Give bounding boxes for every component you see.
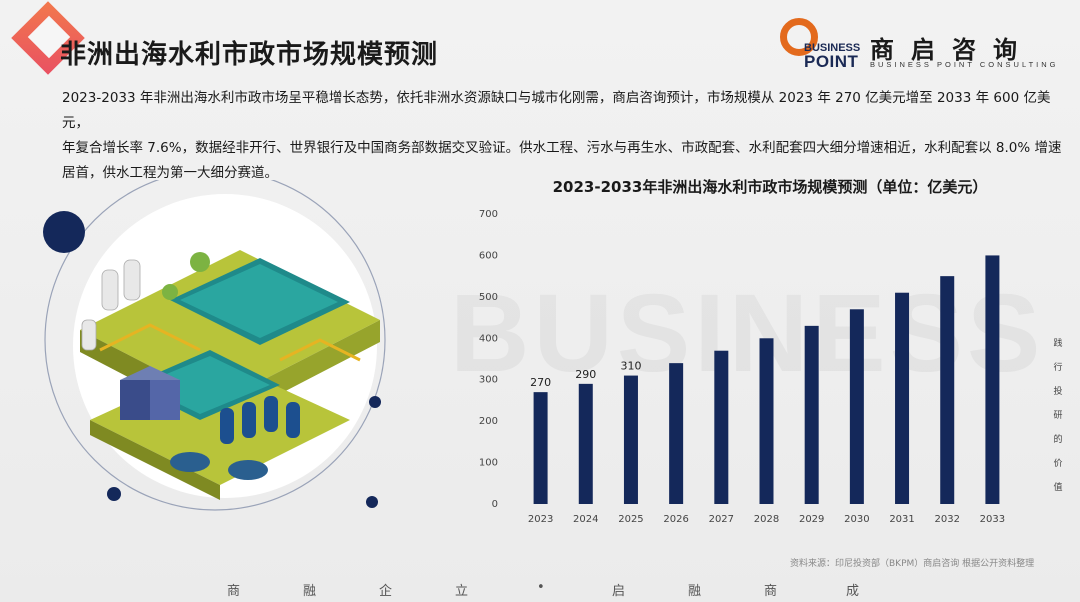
logo-point-text: POINT: [804, 52, 859, 71]
x-tick-label: 2025: [618, 514, 643, 525]
bar-2024: [578, 383, 593, 504]
footer-char: 商: [227, 584, 241, 599]
blue-tanks: [220, 396, 300, 444]
bar-2026: [669, 363, 684, 504]
bar-2025: [623, 375, 638, 504]
bar-value-label: 310: [620, 360, 641, 373]
pool-main-water: [180, 264, 338, 338]
intro-line-2: 年复合增长率 7.6%，数据经非开行、世界银行及中国商务部数据交叉验证。供水工程…: [62, 140, 1062, 156]
footer-char: 商: [764, 584, 778, 599]
outer-orbit-ring: [44, 180, 386, 511]
logo-english-name: BUSINESS POINT CONSULTING: [870, 60, 1059, 69]
footer-char: 成: [846, 584, 860, 599]
y-tick-label: 700: [479, 209, 498, 220]
bar-value-label: 290: [575, 368, 596, 381]
footer-char: 立: [455, 584, 469, 599]
y-tick-label: 600: [479, 250, 498, 261]
building-left: [120, 380, 150, 420]
side-char: 研: [1053, 411, 1063, 421]
data-source-note: 资料来源：印尼投资部（BKPM）商启咨询 根据公开资料整理: [790, 559, 1035, 569]
logo-chinese-name: 商启咨询: [870, 36, 1034, 64]
intro-line-3: 居首，供水工程为第一大细分赛道。: [62, 165, 278, 181]
yellow-pipes: [99, 323, 361, 362]
x-tick-label: 2029: [799, 514, 824, 525]
bar-2032: [940, 276, 955, 504]
side-char: 的: [1053, 435, 1063, 445]
y-tick-label: 500: [479, 292, 498, 303]
y-axis: 0 100 200 300 400 500 600 700: [479, 209, 498, 510]
bar-2031: [895, 292, 910, 504]
orbit-dot-small-left: [107, 487, 121, 501]
side-char: 投: [1053, 387, 1063, 397]
footer-slogan: 商 融 企 立 • 启 融 商 成: [0, 578, 1080, 602]
logo-business-text: BUSINESS: [804, 42, 861, 54]
footer-char: •: [537, 580, 545, 595]
x-tick-label: 2024: [573, 514, 598, 525]
bar-2027: [714, 350, 729, 504]
y-tick-label: 100: [479, 458, 498, 469]
bar-2029: [804, 325, 819, 504]
logo-ring-icon: [780, 18, 818, 56]
lower-platform-side: [90, 420, 220, 500]
x-tick-label: 2028: [754, 514, 779, 525]
bars-group: 270 290 310: [530, 255, 1000, 504]
building-right: [150, 380, 180, 420]
bar-2030: [849, 309, 864, 504]
page-title: 非洲出海水利市政市场规模预测: [60, 40, 439, 70]
bar-2033: [985, 255, 1000, 504]
intro-paragraph: 2023-2033 年非洲出海水利市政市场呈平稳增长态势，依托非洲水资源缺口与城…: [62, 86, 1062, 186]
x-tick-label: 2033: [980, 514, 1005, 525]
y-tick-label: 400: [479, 333, 498, 344]
side-char: 价: [1053, 459, 1063, 469]
footer-char: 融: [303, 584, 317, 599]
x-tick-label: 2026: [663, 514, 688, 525]
white-silos: [81, 259, 141, 351]
trees: [162, 252, 210, 300]
x-tick-label: 2032: [935, 514, 960, 525]
orbit-dot-large: [43, 211, 85, 253]
company-logo: BUSINESS POINT 商启咨询 BUSINESS POINT CONSU…: [780, 14, 1070, 71]
orbit-dot-small-mid: [369, 396, 381, 408]
water-facility-illustration: [43, 180, 386, 511]
footer-char: 融: [688, 584, 702, 599]
bar-value-label: 270: [530, 376, 551, 389]
x-tick-label: 2027: [709, 514, 734, 525]
side-vertical-label: 践 行 投 研 的 价 值: [1051, 332, 1065, 500]
intro-line-1: 2023-2033 年非洲出海水利市政市场呈平稳增长态势，依托非洲水资源缺口与城…: [62, 90, 1051, 131]
footer-char: 企: [379, 584, 393, 599]
chart-title: 2023-2033年非洲出海水利市政市场规模预测（单位：亿美元）: [553, 178, 988, 196]
market-size-bar-chart: 2023-2033年非洲出海水利市政市场规模预测（单位：亿美元） 0 100 200…: [479, 178, 1005, 525]
x-tick-label: 2030: [844, 514, 869, 525]
side-char: 行: [1053, 363, 1063, 373]
footer-char: 启: [612, 584, 626, 599]
y-tick-label: 200: [479, 416, 498, 427]
bar-2028: [759, 338, 774, 504]
y-tick-label: 300: [479, 375, 498, 386]
x-axis: 2023 2024 2025 2026 2027 2028 2029 2030 2031 2032…: [528, 514, 1005, 525]
orbit-dot-small-right: [366, 496, 378, 508]
x-tick-label: 2023: [528, 514, 553, 525]
side-char: 值: [1053, 483, 1063, 493]
side-char: 践: [1053, 339, 1063, 349]
clarifiers: [170, 452, 268, 480]
x-tick-label: 2031: [889, 514, 914, 525]
bar-2023: [533, 392, 548, 504]
y-tick-label: 0: [492, 499, 498, 510]
